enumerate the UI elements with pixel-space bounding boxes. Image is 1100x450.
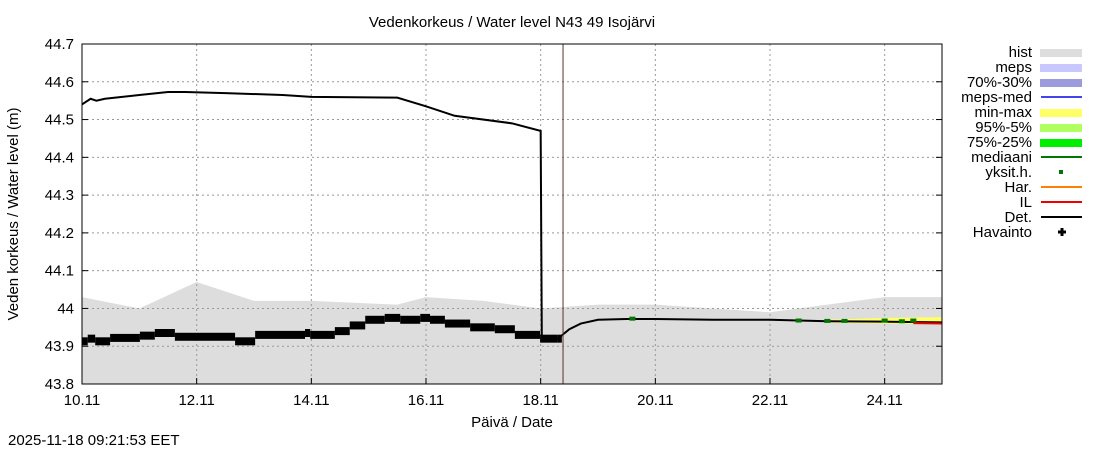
observation-mark	[384, 313, 401, 322]
observation-mark	[95, 337, 111, 346]
observation-mark	[470, 323, 495, 332]
y-tick-label: 44.7	[45, 36, 74, 53]
plot-frame	[81, 43, 943, 385]
observation-mark	[235, 337, 256, 346]
legend-swatch	[1058, 228, 1066, 236]
x-tick-label: 14.11	[293, 392, 329, 409]
y-tick-label: 44.2	[45, 225, 74, 242]
y-axis-label: Veden korkeus / Water level (m)	[5, 108, 22, 321]
legend-label: hist	[1009, 44, 1033, 61]
legend-swatch	[1040, 79, 1082, 87]
y-tick-label: 43.9	[45, 338, 74, 355]
x-tick-label: 24.11	[866, 392, 902, 409]
single-member-point	[881, 318, 888, 323]
observation-mark	[310, 330, 335, 339]
single-member-point	[824, 318, 831, 323]
observation-mark	[154, 329, 175, 337]
observation-mark	[494, 325, 515, 334]
y-tick-label: 44.6	[45, 74, 74, 91]
x-tick-label: 20.11	[637, 392, 673, 409]
y-tick-label: 44.3	[45, 187, 74, 204]
observation-mark	[420, 313, 431, 322]
legend-label: meps	[995, 59, 1032, 76]
observation-mark	[87, 334, 96, 343]
observation-mark	[365, 315, 385, 324]
legend-swatch	[1040, 109, 1082, 117]
legend-label: Havainto	[973, 224, 1032, 241]
single-member-point	[629, 316, 636, 321]
observation-mark	[255, 330, 306, 339]
single-member-point	[898, 319, 905, 324]
observation-mark	[444, 319, 471, 328]
x-tick-label: 22.11	[752, 392, 788, 409]
legend-label: 70%-30%	[967, 74, 1032, 91]
legend-swatch	[1040, 124, 1082, 132]
y-tick-label: 43.8	[45, 376, 74, 393]
y-tick-label: 44	[57, 300, 74, 317]
legend-swatch	[1040, 49, 1082, 57]
x-axis-label: Päivä / Date	[471, 414, 553, 431]
observation-mark	[82, 337, 88, 346]
observation-mark	[557, 334, 562, 343]
legend-swatch	[1059, 170, 1063, 174]
observation-mark	[110, 333, 140, 342]
single-member-point	[910, 318, 917, 323]
y-tick-label: 44.1	[45, 263, 74, 280]
observation-mark	[174, 332, 236, 341]
x-tick-label: 18.11	[522, 392, 558, 409]
legend-label: Har.	[1004, 179, 1032, 196]
x-tick-label: 10.11	[64, 392, 100, 409]
legend-label: 95%-5%	[975, 119, 1032, 136]
timestamp: 2025-11-18 09:21:53 EET	[8, 432, 180, 449]
legend-label: 75%-25%	[967, 134, 1032, 151]
y-tick-label: 44.4	[45, 149, 74, 166]
y-tick-label: 44.5	[45, 112, 74, 129]
legend-label: yksit.h.	[985, 164, 1032, 181]
observation-mark	[430, 315, 445, 324]
observation-mark	[139, 331, 155, 340]
observation-mark	[334, 327, 350, 336]
observation-mark	[349, 321, 366, 330]
legend-label: mediaani	[971, 149, 1032, 166]
chart-title: Vedenkorkeus / Water level N43 49 Isojär…	[369, 14, 655, 31]
legend-swatch	[1040, 64, 1082, 72]
legend-label: meps-med	[961, 89, 1032, 106]
x-tick-label: 16.11	[408, 392, 444, 409]
observation-mark	[400, 315, 421, 324]
observation-mark	[305, 329, 311, 337]
det-line	[81, 90, 943, 340]
x-tick-label: 12.11	[178, 392, 214, 409]
observation-mark	[514, 330, 541, 339]
single-member-point	[841, 318, 848, 323]
legend-label: IL	[1019, 194, 1032, 211]
legend-label: min-max	[974, 104, 1032, 121]
legend-swatch	[1040, 139, 1082, 147]
single-member-point	[795, 318, 802, 323]
legend-label: Det.	[1004, 209, 1032, 226]
